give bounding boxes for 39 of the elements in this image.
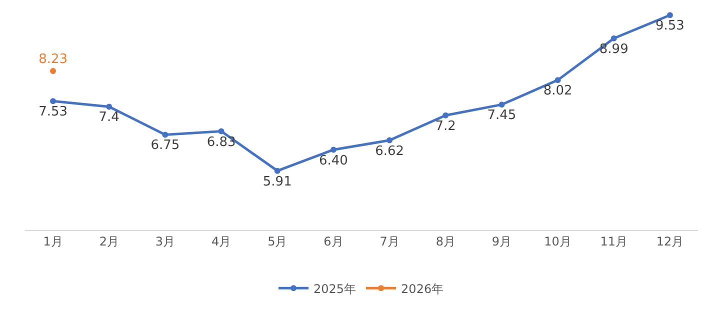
data-label: 5.91 bbox=[262, 174, 292, 190]
point bbox=[386, 137, 393, 144]
data-label: 7.45 bbox=[487, 108, 516, 124]
x-tick-label: 2月 bbox=[99, 234, 119, 248]
x-tick-label: 10月 bbox=[544, 234, 572, 248]
data-label: 7.53 bbox=[38, 104, 68, 120]
data-label: 8.02 bbox=[543, 84, 572, 99]
data-label: 6.40 bbox=[318, 153, 348, 168]
data-label: 8.23 bbox=[38, 52, 68, 68]
data-label: 6.62 bbox=[375, 144, 404, 159]
point bbox=[218, 128, 224, 134]
data-label: 6.75 bbox=[150, 138, 180, 154]
data-label: 6.83 bbox=[206, 134, 236, 150]
x-tick-label: 4月 bbox=[211, 234, 232, 248]
point bbox=[274, 168, 280, 174]
x-tick-label: 12月 bbox=[656, 234, 684, 248]
data-label: 9.53 bbox=[655, 18, 684, 34]
x-tick-label: 3月 bbox=[155, 234, 176, 248]
x-tick-label: 7月 bbox=[380, 234, 400, 248]
point bbox=[106, 104, 112, 110]
point bbox=[162, 132, 168, 138]
point bbox=[554, 77, 561, 84]
x-tick-label: 1月 bbox=[43, 234, 63, 248]
data-label: 7.2 bbox=[435, 118, 456, 134]
x-tick-label: 11月 bbox=[600, 234, 628, 248]
point bbox=[50, 98, 56, 104]
point bbox=[442, 112, 449, 118]
point bbox=[666, 12, 673, 18]
point bbox=[610, 35, 617, 42]
legend-label: 2025年 bbox=[314, 282, 356, 296]
x-tick-label: 5月 bbox=[268, 234, 288, 248]
data-label: 8.99 bbox=[599, 42, 628, 57]
x-tick-label: 9月 bbox=[492, 234, 512, 248]
data-label: 7.4 bbox=[98, 110, 120, 126]
x-tick-label: 6月 bbox=[324, 234, 344, 248]
x-tick-label: 8月 bbox=[436, 234, 456, 248]
legend-label: 2026年 bbox=[401, 282, 444, 296]
point bbox=[330, 146, 336, 153]
point bbox=[498, 102, 505, 108]
